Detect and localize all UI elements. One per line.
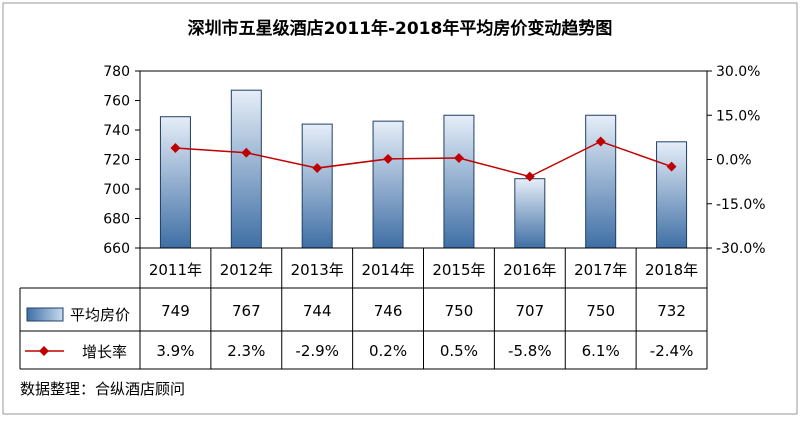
category-label-0: 2011年: [149, 261, 202, 279]
category-label-1: 2012年: [220, 261, 273, 279]
growth-point-1: [241, 147, 252, 158]
growth-point-3: [383, 153, 394, 164]
right-tick-label-0: 30.0%: [716, 64, 760, 80]
growth-value-3: 0.2%: [369, 342, 407, 360]
right-tick-label-3: -15.0%: [716, 197, 766, 213]
bars-layer: [159, 89, 688, 249]
left-tick-label-5: 680: [103, 212, 130, 228]
price-value-7: 732: [657, 302, 686, 320]
growth-value-6: 6.1%: [582, 342, 620, 360]
price-value-1: 767: [232, 302, 261, 320]
category-label-3: 2014年: [361, 261, 414, 279]
bar-1: [230, 89, 262, 249]
right-tick-label-4: -30.0%: [716, 241, 766, 257]
category-label-4: 2015年: [432, 261, 485, 279]
bar-4: [443, 114, 475, 249]
left-axis: 780 760 740 720 700 680 660: [103, 64, 140, 257]
left-tick-label-3: 720: [103, 153, 130, 169]
bar-2: [301, 123, 333, 249]
left-tick-label-4: 700: [103, 182, 130, 198]
growth-point-0: [170, 143, 181, 153]
legend-bar-swatch: [26, 307, 64, 322]
category-label-2: 2013年: [291, 261, 344, 279]
bar-3: [372, 120, 404, 249]
growth-value-4: 0.5%: [440, 342, 478, 360]
growth-value-5: -5.8%: [508, 342, 552, 360]
left-tick-label-6: 660: [103, 241, 130, 257]
price-value-6: 750: [586, 302, 615, 320]
category-label-7: 2018年: [645, 261, 698, 279]
growth-line: [175, 140, 672, 178]
price-value-0: 749: [161, 302, 190, 320]
growth-line-layer: [170, 136, 677, 182]
growth-point-2: [312, 163, 323, 174]
category-label-6: 2017年: [574, 261, 627, 279]
bar-5: [514, 178, 546, 249]
right-axis: 30.0% 15.0% 0.0% -15.0% -30.0%: [707, 64, 766, 257]
price-value-2: 744: [303, 302, 332, 320]
growth-point-5: [524, 171, 535, 182]
category-label-5: 2016年: [503, 261, 556, 279]
growth-value-2: -2.9%: [295, 342, 339, 360]
chart-title: 深圳市五星级酒店2011年-2018年平均房价变动趋势图: [188, 18, 613, 39]
growth-value-7: -2.4%: [650, 342, 694, 360]
plot-area: [139, 70, 708, 249]
data-table: 2011年 2012年 2013年 2014年 2015年 2016年 2017年 2018年…: [19, 247, 708, 370]
source-note: 数据整理：合纵酒店顾问: [20, 380, 185, 398]
right-tick-label-1: 15.0%: [716, 108, 760, 124]
bar-7: [656, 141, 688, 249]
right-tick-label-2: 0.0%: [716, 153, 752, 169]
bar-0: [159, 116, 191, 249]
growth-point-7: [666, 161, 677, 172]
legend-line-label: 增长率: [82, 343, 127, 361]
price-value-4: 750: [445, 302, 474, 320]
left-tick-label-2: 740: [103, 123, 130, 139]
price-value-3: 746: [374, 302, 403, 320]
left-tick-label-0: 780: [103, 64, 130, 80]
growth-point-6: [595, 136, 606, 147]
left-tick-label-1: 760: [103, 94, 130, 110]
growth-value-0: 3.9%: [156, 342, 194, 360]
growth-point-4: [453, 153, 464, 163]
bar-6: [585, 114, 617, 249]
legend-bar-label: 平均房价: [70, 306, 130, 324]
price-value-5: 707: [515, 302, 544, 320]
growth-value-1: 2.3%: [227, 342, 265, 360]
